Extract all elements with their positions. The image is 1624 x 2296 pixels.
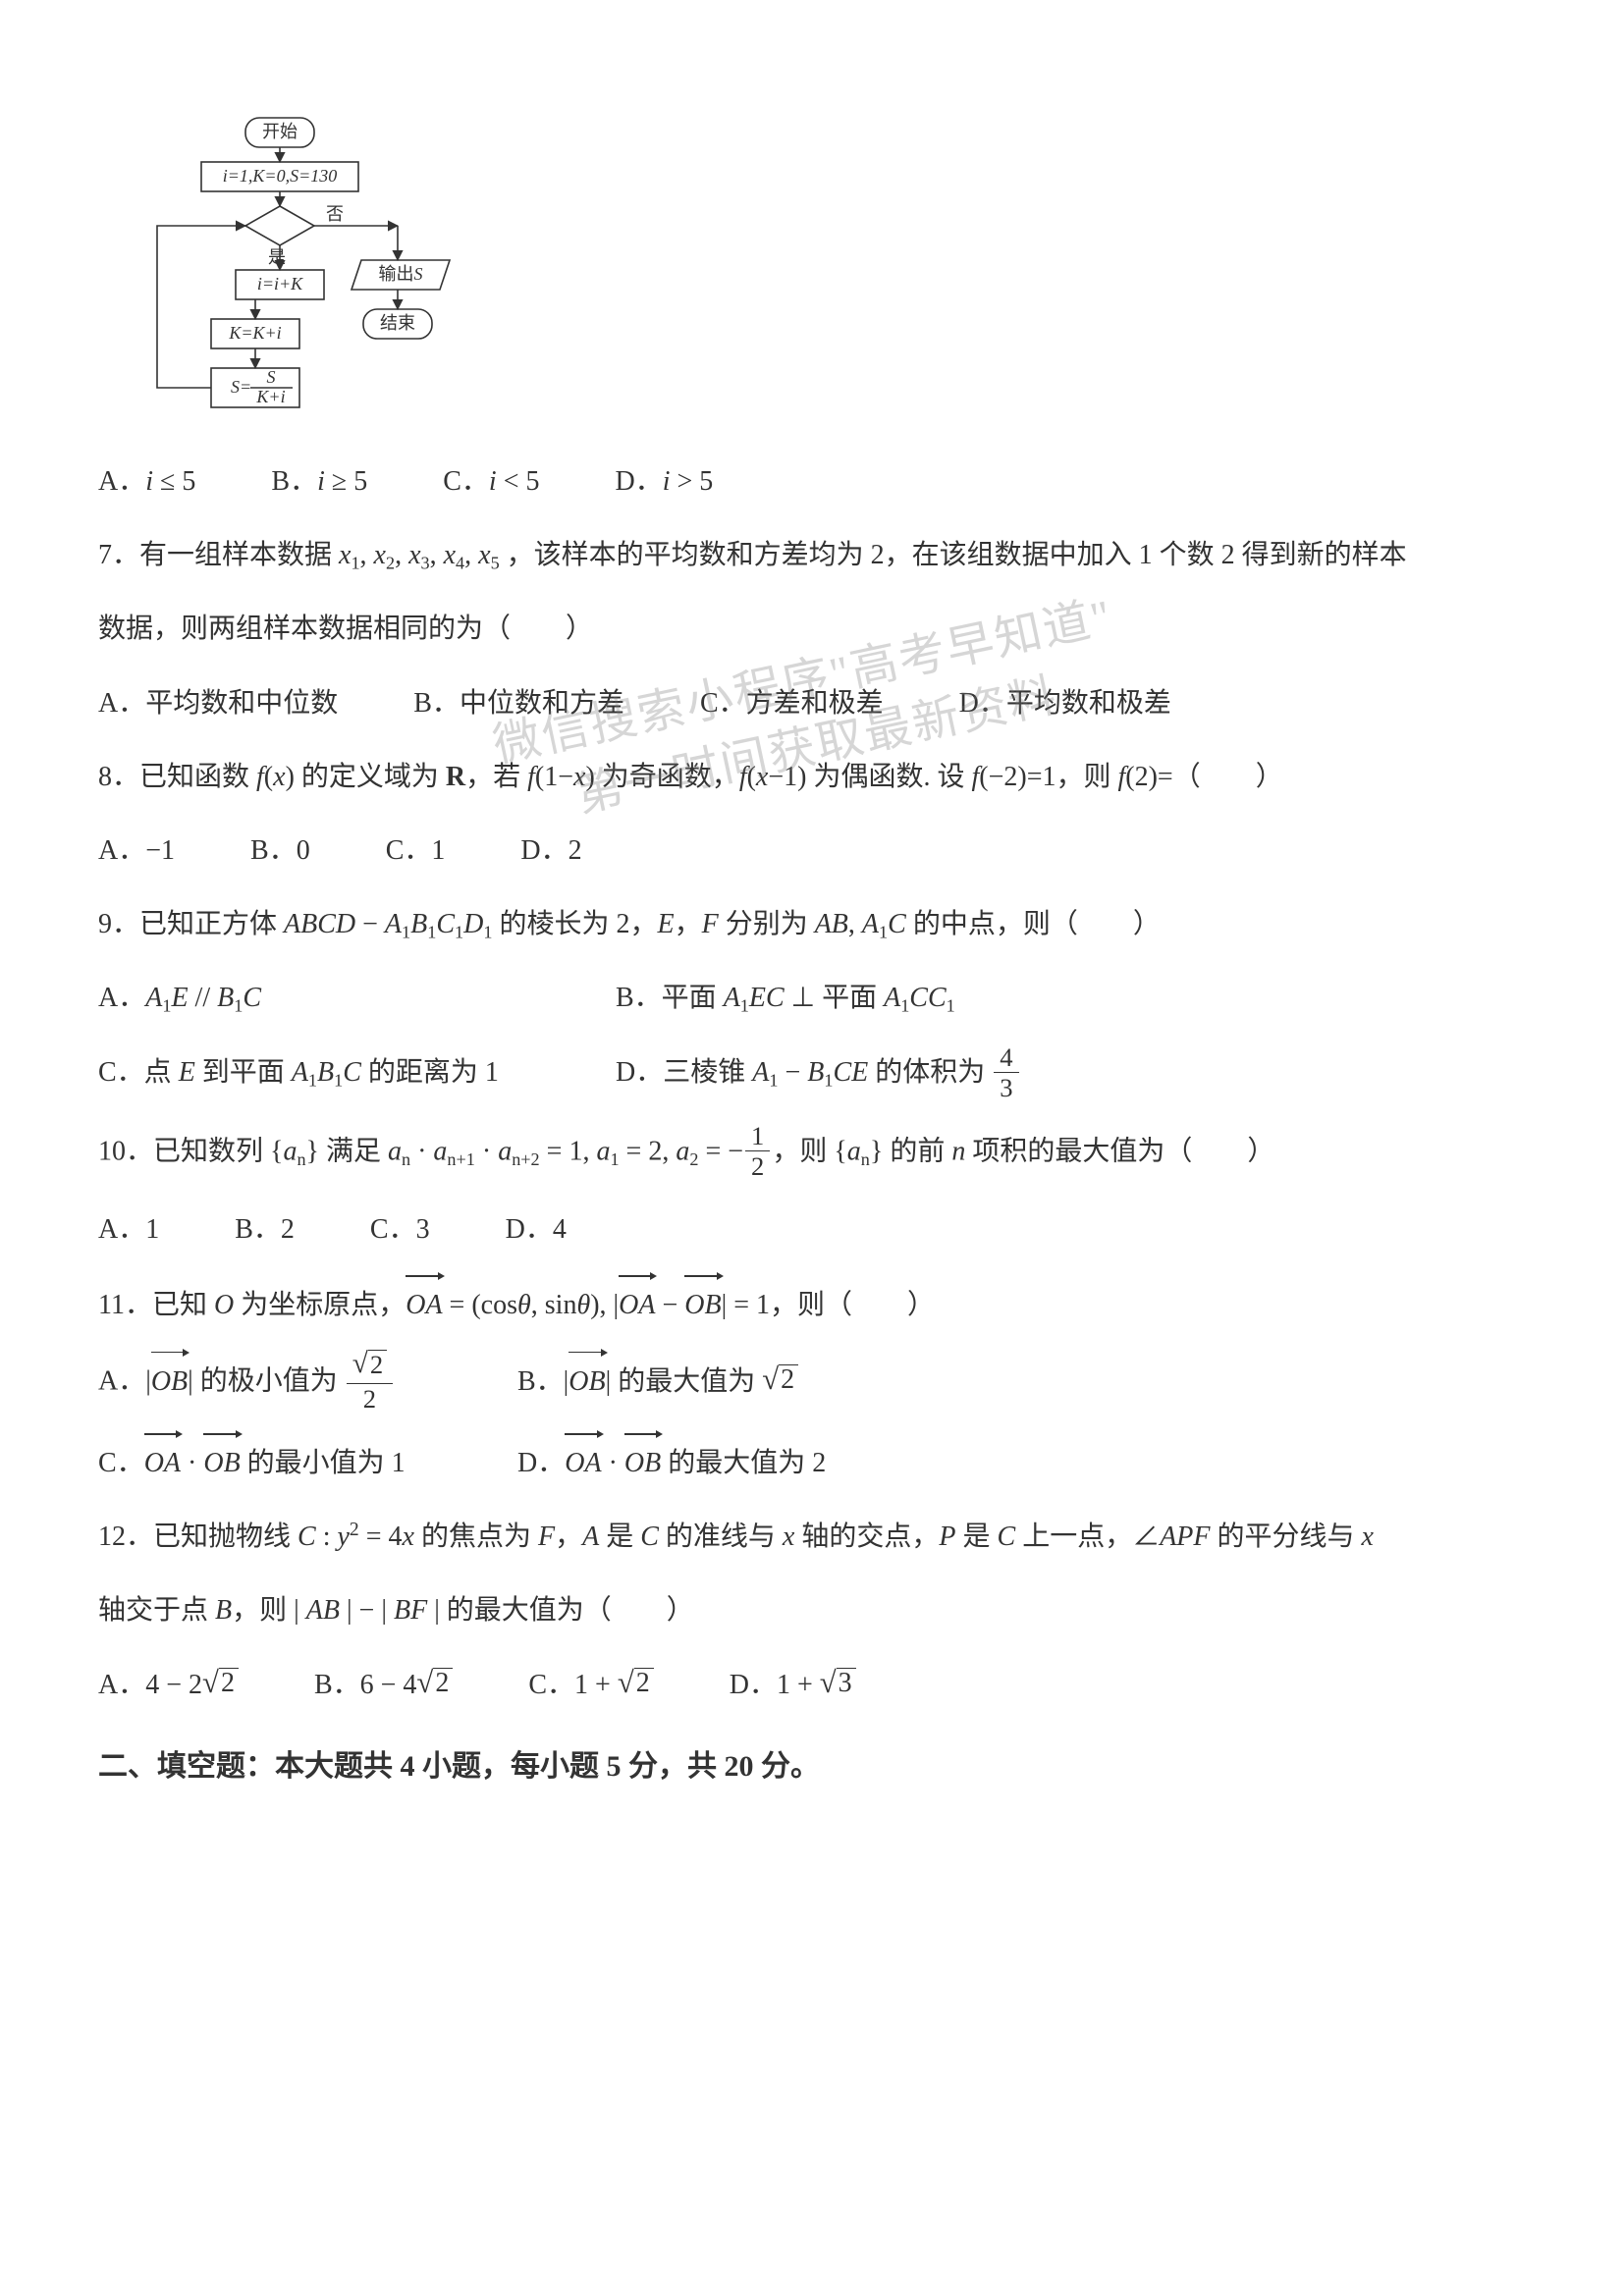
q10-opt-a: A．1 (98, 1203, 159, 1255)
fc-yes-label: 是 (268, 247, 286, 267)
q9-stem: 9．已知正方体 ABCD − A1B1C1D1 的棱长为 2，E，F 分别为 A… (98, 898, 1526, 950)
q7-opt-a: A．平均数和中位数 (98, 677, 338, 729)
q11-options-row2: C．OA · OB 的最小值为 1 D．OA · OB 的最大值为 2 (98, 1435, 1526, 1489)
q8-opt-c: C．1 (386, 825, 446, 877)
section2-title: 二、填空题：本大题共 4 小题，每小题 5 分，共 20 分。 (98, 1738, 1526, 1794)
q9-opt-c: C．点 E 到平面 A1B1C 的距离为 1 (98, 1046, 609, 1098)
svg-text:K+i: K+i (255, 387, 285, 406)
q7-stem-a: 7．有一组样本数据 (98, 540, 339, 570)
q9-options-row1: A．A1E // B1C B．平面 A1EC ⊥ 平面 A1CC1 (98, 972, 1526, 1024)
q7-opt-b: B．中位数和方差 (413, 677, 624, 729)
q6-opt-b: B．i ≥ 5 (271, 455, 367, 507)
q7-stem-line1: 7．有一组样本数据 x1, x2, x3, x4, x5 ，该样本的平均数和方差… (98, 529, 1526, 581)
q11-opt-b: B．|OB| 的最大值为 √2 (517, 1366, 798, 1397)
q11-opt-a: A．|OB| 的极小值为 √22 (98, 1353, 511, 1414)
q6-opt-c: C．i < 5 (443, 455, 539, 507)
fc-no-label: 否 (326, 204, 344, 224)
q7-opt-c: C．方差和极差 (700, 677, 884, 729)
flowchart-svg: 开始 i=1,K=0,S=130 是 否 i=i+K 输出S K=K+i (98, 108, 471, 432)
q12-stem-line2: 轴交于点 B，则 | AB | − | BF | 的最大值为（ ） (98, 1584, 1526, 1636)
q11-stem: 11．已知 O 为坐标原点，OA = (cosθ, sinθ), |OA − O… (98, 1277, 1526, 1331)
q8-stem: 8．已知函数 f(x) 的定义域为 R，若 f(1−x) 为奇函数，f(x−1)… (98, 751, 1526, 803)
q9-opt-a: A．A1E // B1C (98, 972, 609, 1024)
fc-end-label: 结束 (380, 313, 415, 333)
q10-opt-b: B．2 (235, 1203, 295, 1255)
q6-opt-a: A．i ≤ 5 (98, 455, 195, 507)
q7-opt-d: D．平均数和极差 (959, 677, 1171, 729)
q6-opt-d: D．i > 5 (616, 455, 714, 507)
fc-init-label: i=1,K=0,S=130 (223, 166, 337, 186)
q7-options: A．平均数和中位数 B．中位数和方差 C．方差和极差 D．平均数和极差 (98, 677, 1526, 729)
q8-opt-d: D．2 (520, 825, 581, 877)
svg-text:S=: S= (231, 377, 251, 397)
fc-step1-label: i=i+K (257, 274, 303, 294)
q7-stem-b: ，该样本的平均数和方差均为 2，在该组数据中加入 1 个数 2 得到新的样本 (507, 540, 1407, 570)
fc-step2-label: K=K+i (228, 323, 281, 343)
q10-stem: 10．已知数列 {an} 满足 an · an+1 · an+2 = 1, a1… (98, 1125, 1526, 1182)
q8-options: A．−1 B．0 C．1 D．2 (98, 825, 1526, 877)
q12-opt-a: A．4 − 2√2 (98, 1659, 239, 1711)
q8-opt-b: B．0 (250, 825, 310, 877)
q7-stem-line2: 数据，则两组样本数据相同的为（ ） (98, 603, 1526, 655)
q9-opt-b: B．平面 A1EC ⊥ 平面 A1CC1 (616, 983, 955, 1013)
q12-options: A．4 − 2√2 B．6 − 4√2 C．1 + √2 D．1 + √3 (98, 1659, 1526, 1711)
page-content: 开始 i=1,K=0,S=130 是 否 i=i+K 输出S K=K+i (98, 108, 1526, 1816)
q10-options: A．1 B．2 C．3 D．4 (98, 1203, 1526, 1255)
q11-opt-d: D．OA · OB 的最大值为 2 (517, 1448, 826, 1478)
q6-options: A．i ≤ 5 B．i ≥ 5 C．i < 5 D．i > 5 (98, 455, 1526, 507)
q12-opt-b: B．6 − 4√2 (314, 1659, 453, 1711)
q9-opt-d: D．三棱锥 A1 − B1CE 的体积为 43 (616, 1057, 1021, 1088)
flowchart-figure: 开始 i=1,K=0,S=130 是 否 i=i+K 输出S K=K+i (98, 108, 1526, 432)
q10-opt-c: C．3 (370, 1203, 430, 1255)
q12-opt-d: D．1 + √3 (730, 1659, 856, 1711)
q12-stem-line1: 12．已知抛物线 C : y2 = 4x 的焦点为 F，A 是 C 的准线与 x… (98, 1511, 1526, 1563)
q10-opt-d: D．4 (506, 1203, 567, 1255)
q12-opt-c: C．1 + √2 (528, 1659, 653, 1711)
svg-text:S: S (267, 367, 276, 387)
q11-options-row1: A．|OB| 的极小值为 √22 B．|OB| 的最大值为 √2 (98, 1353, 1526, 1414)
q8-opt-a: A．−1 (98, 825, 175, 877)
fc-out-label: 输出S (379, 264, 423, 284)
q11-opt-c: C．OA · OB 的最小值为 1 (98, 1435, 511, 1489)
fc-start-label: 开始 (262, 122, 298, 141)
q9-options-row2: C．点 E 到平面 A1B1C 的距离为 1 D．三棱锥 A1 − B1CE 的… (98, 1046, 1526, 1103)
